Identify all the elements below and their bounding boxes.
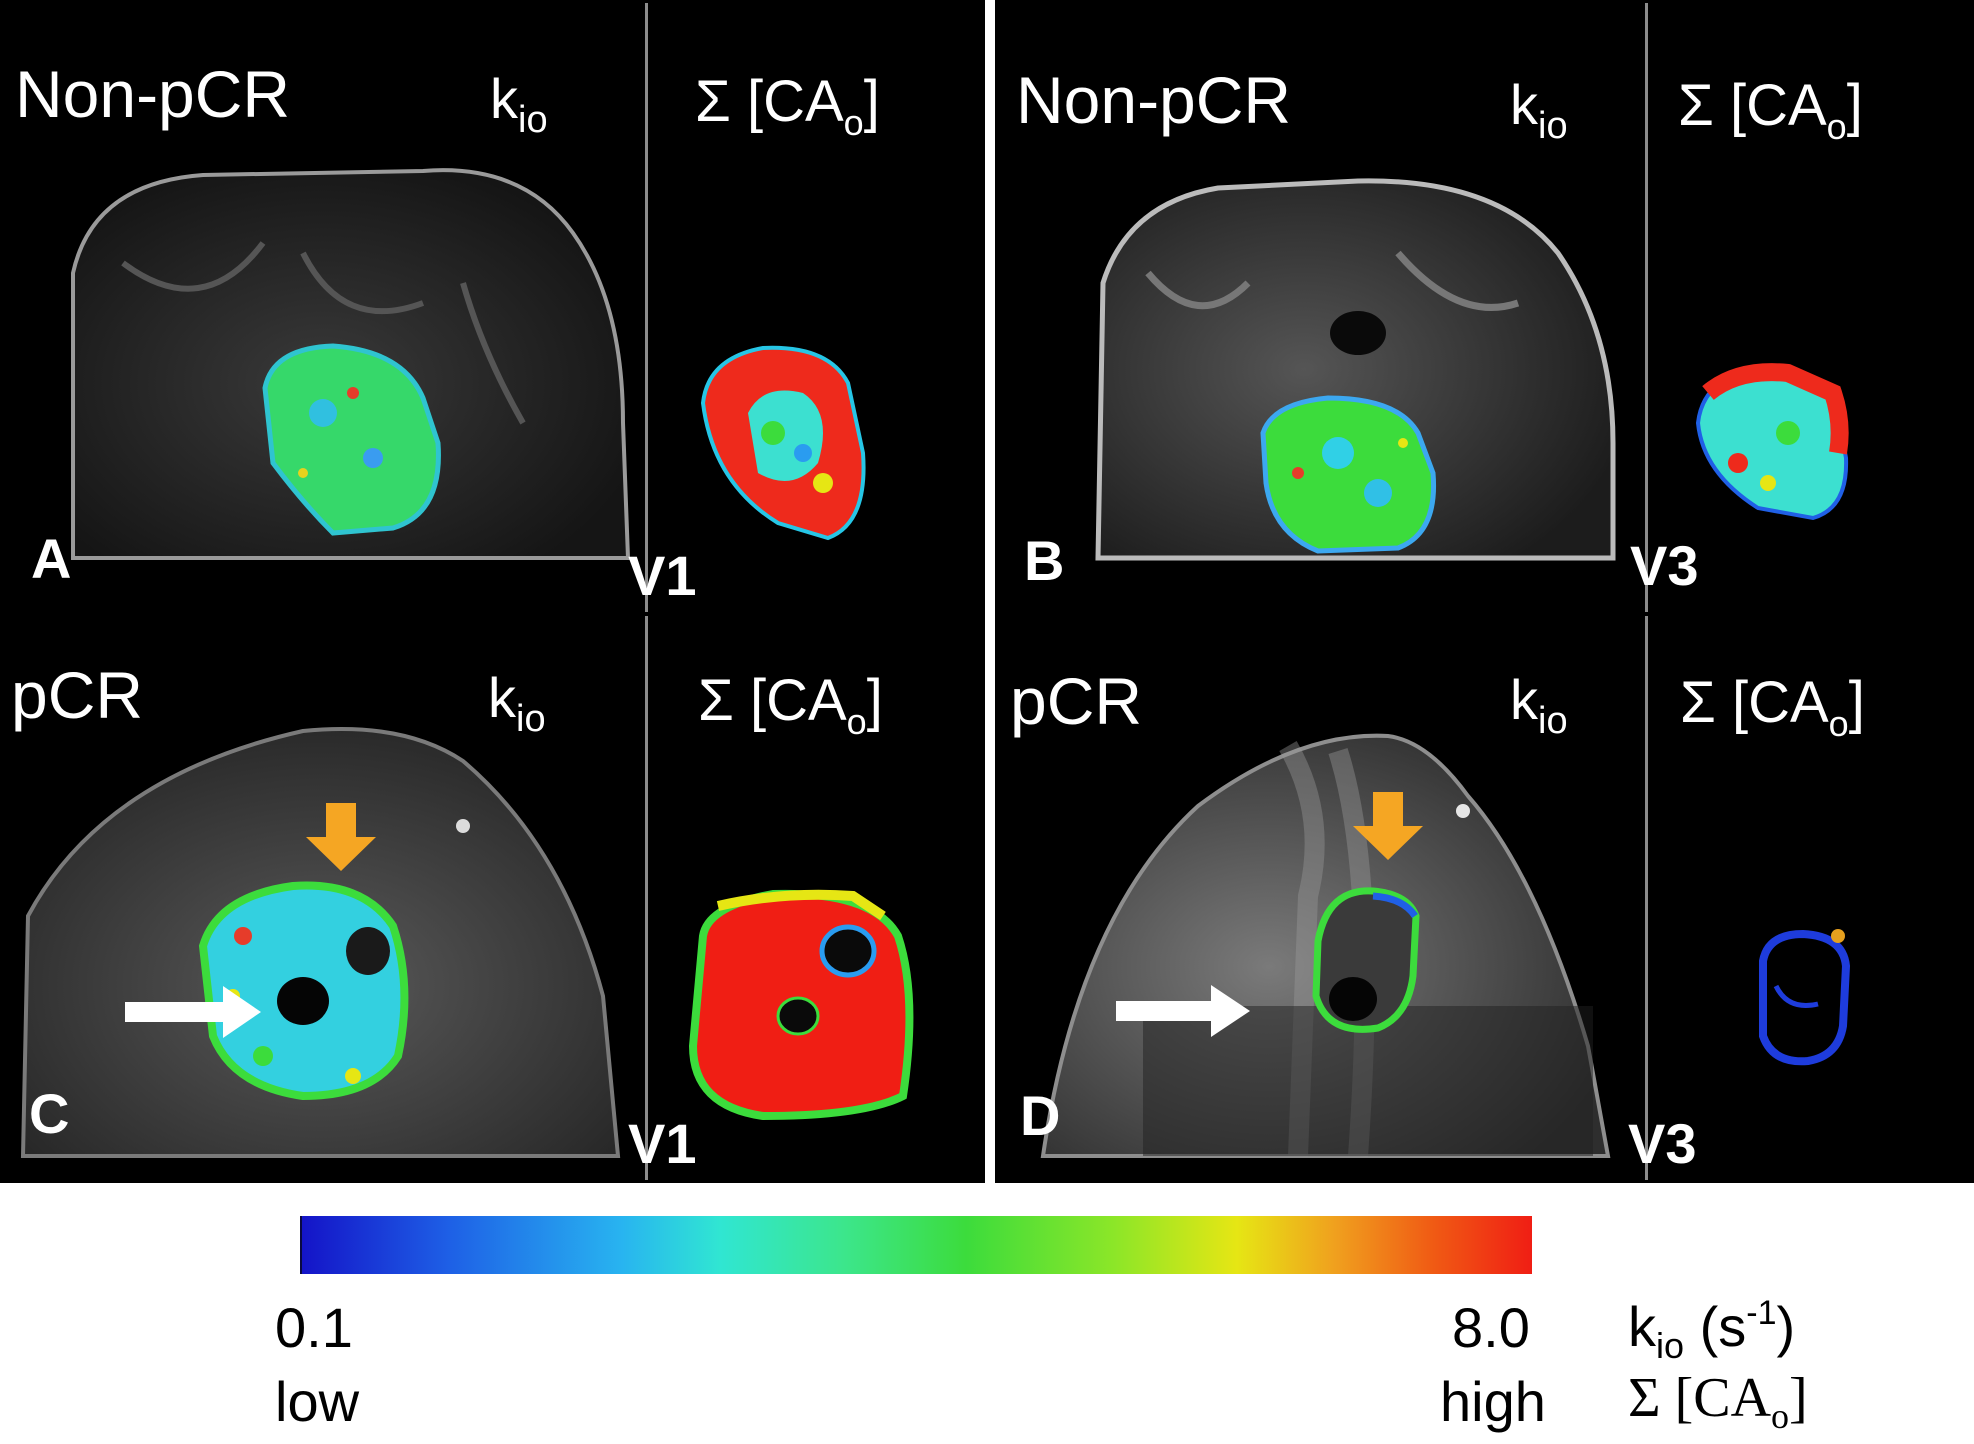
panel-c-sigma-sub: o <box>846 701 867 742</box>
panel-c-group-label: pCR <box>11 658 144 732</box>
panel-d-sigma-main: Σ [CA <box>1680 670 1829 735</box>
panel-b-sigma-main: Σ [CA <box>1678 73 1827 138</box>
colorbar-min-value: 0.1 <box>275 1296 353 1359</box>
colorbar-sigma-main: Σ [CA <box>1628 1367 1772 1429</box>
colorbar-kio-unit: kio (s-1) <box>1628 1296 1795 1364</box>
panel-b-visit: V3 <box>1630 534 1699 597</box>
panel-d-group-label: pCR <box>1010 664 1143 738</box>
panel-c-image <box>20 616 982 1180</box>
panel-b-image <box>1095 3 1971 612</box>
panel-a-sigma-main: Σ [CA <box>695 69 844 134</box>
colorbar-kio-sub: io <box>1656 1325 1685 1366</box>
panel-a-kio-label: kio <box>490 71 548 141</box>
panel-a-kio-sub: io <box>518 99 548 141</box>
panel-c-white-arrow <box>125 986 261 1038</box>
panel-c-kio-label: kio <box>488 670 546 740</box>
panel-d: pCR kio Σ [CAo] D V3 <box>995 613 1974 1183</box>
panel-a-letter: A <box>31 527 72 590</box>
panel-d-letter: D <box>1020 1084 1061 1147</box>
panel-d-image <box>1040 616 1971 1180</box>
panel-d-orange-arrow <box>1353 792 1423 860</box>
colorbar-min-word: low <box>275 1370 360 1433</box>
panel-b-sigma-label: Σ [CAo] <box>1678 77 1863 145</box>
panel-c-visit: V1 <box>628 1112 697 1175</box>
panel-c-kio-sub: io <box>516 698 546 740</box>
panel-b-sigma-sub: o <box>1826 106 1847 147</box>
panel-d-sigma-sub: o <box>1828 703 1849 744</box>
colorbar-kio-open: (s <box>1684 1295 1747 1358</box>
panel-d-visit: V3 <box>1628 1112 1697 1175</box>
colorbar-max-word: high <box>1440 1370 1546 1433</box>
panel-b-kio-sub: io <box>1538 105 1568 147</box>
panel-a-sigma-label: Σ [CAo] <box>695 73 880 141</box>
panel-c-sigma-label: Σ [CAo] <box>698 672 883 740</box>
panel-c-sigma-close: ] <box>866 668 883 733</box>
panel-a-image <box>71 3 982 612</box>
panel-a-divider <box>645 3 648 612</box>
panel-d-sigma-close: ] <box>1848 670 1865 735</box>
panel-d-divider <box>1645 616 1648 1180</box>
panel-b-group-label: Non-pCR <box>1016 63 1292 137</box>
panel-c-sigma-main: Σ [CA <box>698 668 847 733</box>
colorbar-sigma-unit: Σ [CAo] <box>1628 1370 1808 1434</box>
panel-a-sigma-close: ] <box>863 69 880 134</box>
panel-c-orange-arrow <box>306 803 376 871</box>
panel-a: Non-pCR kio Σ [CAo] A V1 <box>0 0 985 615</box>
colorbar-max-value: 8.0 <box>1452 1296 1530 1359</box>
panel-a-visit: V1 <box>628 544 697 607</box>
panel-d-sigma-label: Σ [CAo] <box>1680 674 1865 742</box>
panel-b-kio-main: k <box>1510 73 1538 136</box>
panel-b-kio-label: kio <box>1510 77 1568 147</box>
panel-b-sigma-close: ] <box>1846 73 1863 138</box>
colorbar <box>300 1216 1532 1274</box>
panel-c-kio-main: k <box>488 666 516 729</box>
colorbar-kio-close: ) <box>1776 1295 1796 1358</box>
panel-b: Non-pCR kio Σ [CAo] B V3 <box>995 0 1974 615</box>
panel-d-kio-sub: io <box>1538 700 1568 742</box>
panel-d-kio-main: k <box>1510 668 1538 731</box>
colorbar-sigma-sub: o <box>1771 1396 1790 1436</box>
panel-b-divider <box>1645 3 1648 612</box>
colorbar-kio-sup: -1 <box>1746 1294 1777 1332</box>
colorbar-sigma-close: ] <box>1789 1367 1808 1429</box>
panel-c: pCR kio Σ [CAo] C V1 <box>0 613 985 1183</box>
colorbar-kio-main: k <box>1628 1295 1656 1358</box>
panel-a-sigma-sub: o <box>843 102 864 143</box>
panel-d-kio-label: kio <box>1510 672 1568 742</box>
panel-c-divider <box>645 616 648 1180</box>
panel-a-group-label: Non-pCR <box>15 57 291 131</box>
panel-b-letter: B <box>1024 529 1065 592</box>
panel-d-white-arrow <box>1116 985 1250 1037</box>
panel-c-letter: C <box>29 1082 70 1145</box>
panel-a-kio-main: k <box>490 67 518 130</box>
